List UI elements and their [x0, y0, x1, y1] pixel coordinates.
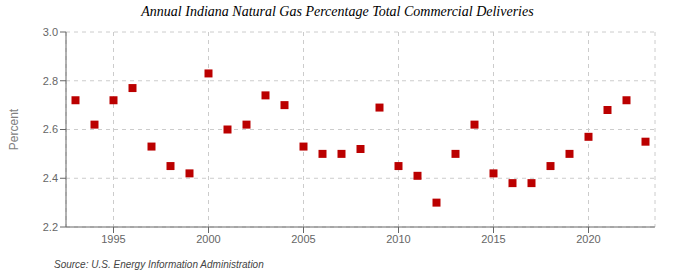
svg-text:2010: 2010	[386, 233, 410, 245]
svg-text:3.0: 3.0	[43, 26, 58, 38]
svg-text:Percent: Percent	[8, 108, 21, 150]
svg-text:2.6: 2.6	[43, 123, 58, 135]
svg-text:2000: 2000	[196, 233, 220, 245]
html-text:Source: U.S. Energy Informatio: Source: U.S. Energy Information Administ…	[54, 259, 264, 270]
svg-text:2.2: 2.2	[43, 221, 58, 233]
svg-text:2015: 2015	[481, 233, 505, 245]
svg-text:2005: 2005	[291, 233, 315, 245]
html-text:Annual Indiana Natural Gas Per: Annual Indiana Natural Gas Percentage To…	[141, 4, 534, 19]
svg-text:2.4: 2.4	[43, 172, 58, 184]
svg-text:2020: 2020	[576, 233, 600, 245]
svg-text:2.8: 2.8	[43, 75, 58, 87]
svg-text:1995: 1995	[101, 233, 125, 245]
